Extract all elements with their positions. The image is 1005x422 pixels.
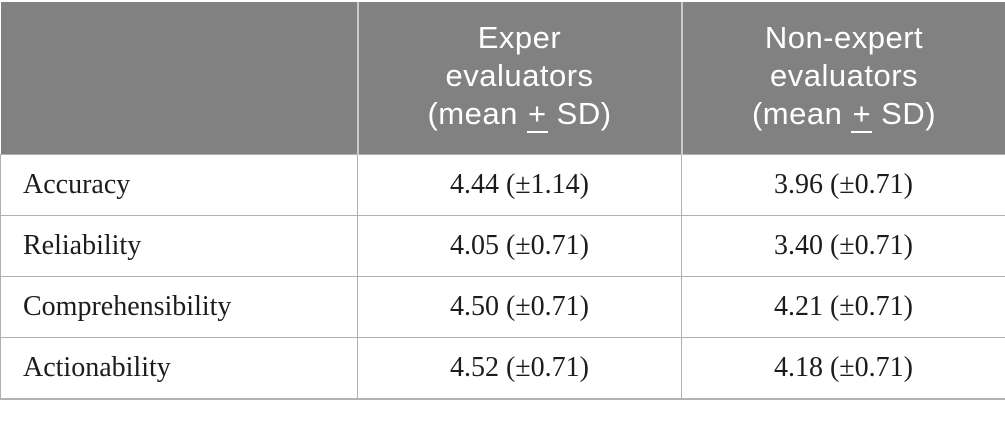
header-line: evaluators	[359, 57, 681, 95]
table-row-actionability: Actionability 4.52 (±0.71) 4.18 (±0.71)	[1, 338, 1005, 400]
table-row-comprehensibility: Comprehensibility 4.50 (±0.71) 4.21 (±0.…	[1, 277, 1005, 338]
cell-value: 4.44 (±1.14)	[358, 155, 682, 216]
column-header-empty	[1, 2, 358, 155]
header-line: Exper	[359, 19, 681, 57]
stat-prefix: (mean	[752, 96, 851, 131]
cell-value: 3.40 (±0.71)	[682, 216, 1005, 277]
header-line: Non-expert	[683, 19, 1005, 57]
row-label: Comprehensibility	[1, 277, 358, 338]
evaluation-table: Exper evaluators (mean + SD) Non-expert …	[0, 2, 1005, 400]
stat-suffix: SD)	[872, 96, 936, 131]
header-stat-line: (mean + SD)	[683, 95, 1005, 137]
column-header-non-expert-evaluators: Non-expert evaluators (mean + SD)	[682, 2, 1005, 155]
stat-prefix: (mean	[427, 96, 526, 131]
row-label: Actionability	[1, 338, 358, 400]
header-line: evaluators	[683, 57, 1005, 95]
cell-value: 4.18 (±0.71)	[682, 338, 1005, 400]
table-row-accuracy: Accuracy 4.44 (±1.14) 3.96 (±0.71)	[1, 155, 1005, 216]
column-header-expert-evaluators: Exper evaluators (mean + SD)	[358, 2, 682, 155]
plus-minus-symbol: +	[527, 98, 548, 133]
stat-suffix: SD)	[548, 96, 612, 131]
row-label: Reliability	[1, 216, 358, 277]
cell-value: 3.96 (±0.71)	[682, 155, 1005, 216]
table-header-row: Exper evaluators (mean + SD) Non-expert …	[1, 2, 1005, 155]
plus-minus-symbol: +	[851, 98, 872, 133]
row-label: Accuracy	[1, 155, 358, 216]
cell-value: 4.21 (±0.71)	[682, 277, 1005, 338]
table-row-reliability: Reliability 4.05 (±0.71) 3.40 (±0.71)	[1, 216, 1005, 277]
cell-value: 4.52 (±0.71)	[358, 338, 682, 400]
cell-value: 4.50 (±0.71)	[358, 277, 682, 338]
cell-value: 4.05 (±0.71)	[358, 216, 682, 277]
header-stat-line: (mean + SD)	[359, 95, 681, 137]
